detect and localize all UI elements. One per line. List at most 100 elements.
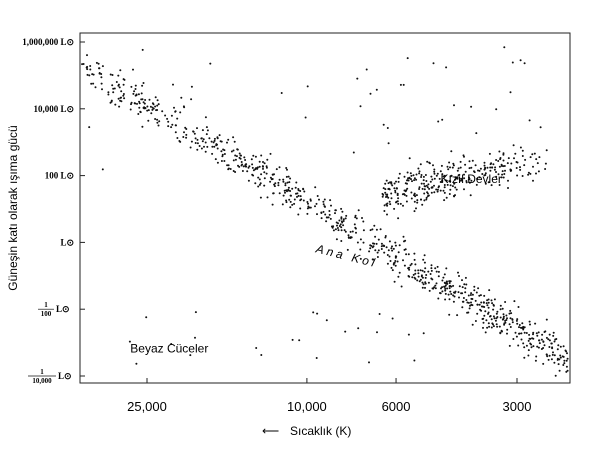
star-point (462, 297, 465, 299)
star-point (551, 353, 554, 356)
star-point (119, 96, 122, 99)
star-point (374, 235, 377, 238)
star-point (373, 224, 376, 227)
star-point (471, 293, 474, 296)
star-point (449, 166, 451, 169)
star-point (409, 264, 412, 267)
star-point (454, 290, 457, 293)
star-point (562, 364, 565, 366)
star-point (535, 332, 538, 335)
star-point (483, 161, 486, 164)
star-point (391, 249, 394, 252)
star-point (303, 190, 306, 193)
star-point (424, 174, 427, 176)
star-point (198, 145, 201, 147)
star-point (220, 150, 223, 153)
star-point (118, 86, 121, 89)
star-point (122, 93, 125, 95)
star-point (365, 68, 368, 71)
star-point (222, 148, 225, 151)
star-point (380, 242, 383, 245)
star-point (344, 217, 347, 220)
star-point (263, 184, 266, 187)
star-point (150, 112, 153, 115)
star-point (86, 73, 89, 76)
star-point (238, 152, 241, 155)
star-point (257, 185, 260, 188)
star-point (100, 82, 103, 85)
star-point (205, 126, 208, 129)
star-point (156, 121, 159, 124)
star-point (212, 141, 215, 144)
star-point (386, 202, 389, 205)
star-point (446, 287, 449, 290)
star-point (464, 163, 467, 166)
star-point (523, 356, 526, 359)
star-point (461, 279, 463, 282)
star-point (374, 249, 377, 252)
star-point (139, 110, 142, 113)
star-point (359, 238, 362, 241)
star-point (482, 317, 485, 320)
star-point (368, 361, 370, 364)
star-point (445, 267, 448, 270)
star-point (413, 210, 416, 213)
star-point (322, 210, 325, 213)
star-point (534, 322, 537, 325)
star-point (486, 304, 489, 307)
star-point (422, 179, 425, 182)
star-point (149, 105, 152, 108)
star-point (328, 210, 331, 212)
star-point (413, 194, 415, 197)
star-point (335, 221, 338, 224)
star-point (362, 220, 365, 223)
star-point (478, 176, 481, 179)
star-point (467, 294, 470, 297)
star-point (452, 294, 455, 297)
star-point (502, 153, 505, 156)
star-point (386, 127, 389, 129)
star-point (278, 192, 281, 195)
star-point (297, 213, 300, 216)
star-point (285, 199, 288, 202)
star-point (190, 98, 193, 101)
star-point (234, 154, 237, 157)
star-point (534, 359, 537, 362)
star-point (396, 200, 399, 203)
star-point (461, 292, 464, 295)
star-point (385, 246, 388, 249)
star-point (334, 209, 337, 212)
star-point (255, 347, 258, 349)
star-point (119, 99, 122, 102)
star-point (384, 188, 387, 191)
star-point (306, 207, 309, 210)
star-point (452, 284, 455, 287)
star-point (476, 312, 479, 315)
star-point (299, 190, 302, 192)
star-point (444, 289, 447, 292)
star-point (487, 306, 490, 309)
star-point (448, 313, 451, 316)
star-point (548, 354, 551, 357)
star-point (503, 173, 506, 175)
star-point (114, 103, 117, 106)
star-point (144, 99, 147, 101)
star-point (503, 46, 506, 49)
star-point (240, 164, 243, 167)
star-point (349, 237, 352, 239)
star-point (122, 94, 125, 97)
star-point (433, 168, 436, 171)
star-point (493, 168, 496, 171)
star-point (397, 275, 400, 278)
y-tick-label: 10,000 L⊙ (33, 104, 74, 114)
star-point (278, 178, 281, 181)
star-point (152, 103, 155, 106)
star-point (443, 186, 446, 189)
star-point (457, 167, 460, 170)
star-point (132, 92, 135, 95)
star-point (442, 189, 445, 192)
y-tick-denominator: 10,000 (32, 377, 52, 385)
star-point (289, 177, 292, 180)
star-point (288, 198, 291, 201)
star-point (438, 177, 441, 180)
